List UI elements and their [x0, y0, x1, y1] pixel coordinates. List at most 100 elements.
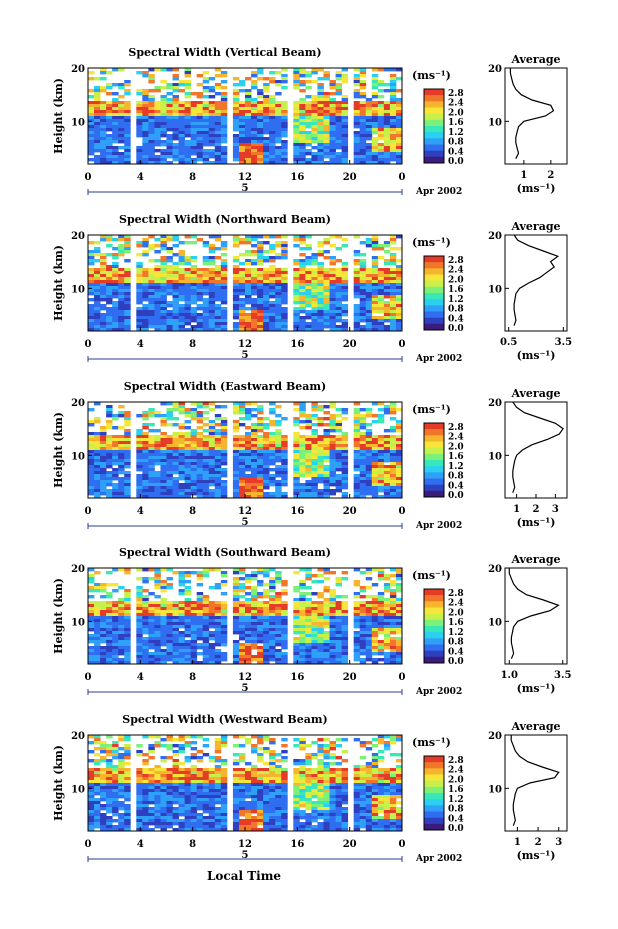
profile-title: Average — [510, 387, 560, 400]
heatmap-cell — [275, 637, 282, 641]
heatmap-cell — [377, 268, 385, 272]
heatmap-cell — [112, 152, 119, 156]
heatmap-cell — [395, 292, 403, 296]
heatmap-cell — [190, 492, 198, 496]
heatmap-cell — [172, 658, 179, 662]
heatmap-cell — [383, 268, 391, 272]
heatmap-cell — [124, 286, 131, 290]
heatmap-cell — [232, 104, 240, 108]
heatmap-cell — [341, 113, 349, 117]
heatmap-cell — [160, 471, 167, 475]
heatmap-cell — [214, 655, 222, 659]
heatmap-cell — [232, 155, 240, 159]
heatmap-cell — [365, 292, 373, 296]
heatmap-cell — [257, 307, 264, 311]
heatmap-cell — [257, 652, 264, 656]
heatmap-cell — [395, 89, 403, 93]
x-tick-label: 0 — [399, 339, 406, 350]
heatmap-cell — [293, 631, 300, 635]
heatmap-cell — [112, 319, 119, 323]
heatmap-cell — [160, 616, 167, 620]
heatmap-cell — [172, 462, 179, 466]
profile-y-tick-label: 10 — [488, 284, 502, 295]
heatmap-cell — [335, 643, 343, 647]
heatmap-cell — [293, 607, 300, 611]
heatmap-cell — [106, 152, 113, 156]
heatmap-cell — [232, 465, 240, 469]
heatmap-cell — [154, 292, 161, 296]
heatmap-cell — [88, 307, 95, 311]
heatmap-cell — [371, 68, 379, 72]
heatmap-cell — [214, 480, 222, 484]
heatmap-cell — [136, 646, 143, 650]
heatmap-cell — [148, 429, 155, 433]
heatmap-cell — [184, 131, 192, 135]
heatmap-cell — [353, 119, 361, 123]
heatmap-cell — [257, 619, 264, 623]
heatmap — [88, 68, 403, 165]
heatmap-cell — [238, 301, 246, 305]
heatmap-cell — [275, 444, 282, 448]
heatmap-cell — [341, 435, 349, 439]
heatmap-cell — [281, 77, 288, 81]
heatmap-cell — [377, 128, 385, 132]
heatmap-cell — [100, 77, 107, 81]
heatmap-cell — [136, 468, 143, 472]
heatmap-cell — [112, 589, 119, 593]
heatmap-cell — [341, 447, 349, 451]
heatmap-cell — [269, 80, 276, 84]
heatmap-cell — [154, 640, 161, 644]
heatmap-cell — [311, 414, 318, 418]
heatmap-cell — [377, 131, 385, 135]
heatmap-cell — [88, 241, 95, 245]
heatmap-cell — [305, 262, 312, 266]
heatmap-cell — [196, 104, 204, 108]
heatmap-cell — [154, 474, 161, 478]
heatmap-cell — [263, 322, 270, 326]
heatmap-cell — [275, 277, 282, 281]
heatmap-cell — [365, 116, 373, 120]
heatmap-cell — [202, 134, 210, 138]
heatmap-cell — [323, 435, 330, 439]
heatmap-cell — [166, 116, 173, 120]
heatmap-cell — [299, 468, 306, 472]
heatmap-cell — [335, 316, 343, 320]
colorbar-frame — [423, 88, 445, 164]
heatmap-cell — [359, 152, 367, 156]
heatmap-cell — [329, 619, 336, 623]
heatmap-cell — [281, 328, 288, 332]
heatmap-cell — [184, 119, 192, 123]
heatmap-cell — [154, 613, 161, 617]
heatmap-cell — [148, 292, 155, 296]
heatmap-cell — [136, 465, 143, 469]
heatmap-cell — [238, 146, 246, 150]
heatmap-cell — [359, 456, 367, 460]
heatmap-cell — [299, 292, 306, 296]
heatmap-cell — [329, 622, 336, 626]
heatmap-cell — [257, 480, 264, 484]
heatmap-cell — [335, 459, 343, 463]
heatmap-cell — [178, 140, 186, 144]
heatmap-cell — [359, 459, 367, 463]
heatmap-cell — [94, 304, 101, 308]
heatmap-cell — [154, 622, 161, 626]
heatmap-cell — [335, 259, 343, 263]
heatmap-cell — [214, 405, 222, 409]
heatmap-cell — [257, 625, 264, 629]
heatmap-cell — [293, 104, 300, 108]
heatmap-cell — [202, 310, 210, 314]
heatmap-cell — [178, 107, 186, 111]
heatmap-cell — [232, 280, 240, 284]
heatmap-cell — [142, 280, 149, 284]
heatmap-cell — [365, 468, 373, 472]
heatmap-cell — [118, 568, 125, 572]
heatmap-cell — [148, 295, 155, 299]
heatmap-cell — [166, 622, 173, 626]
heatmap-cell — [112, 607, 119, 611]
heatmap-cell — [263, 477, 270, 481]
heatmap-cell — [202, 595, 210, 599]
heatmap-cell — [106, 244, 113, 248]
heatmap-cell — [190, 643, 198, 647]
heatmap-cell — [365, 619, 373, 623]
heatmap-cell — [335, 86, 343, 90]
